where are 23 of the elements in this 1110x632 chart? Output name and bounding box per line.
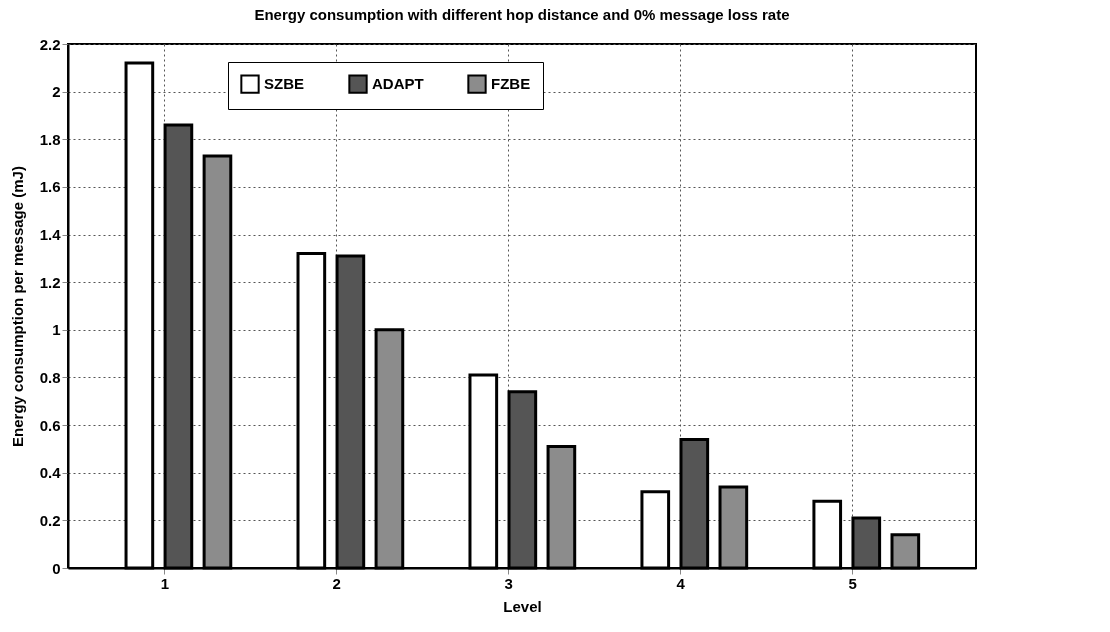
y-tick-label: 0.6 — [39, 416, 61, 434]
y-tick-label: 2.2 — [39, 35, 61, 53]
legend-label: ADAPT — [372, 75, 424, 93]
y-tick-label: 0.2 — [39, 511, 61, 529]
y-axis-title: Energy consumption per message (mJ) — [8, 166, 26, 447]
y-tick-label: 0.4 — [39, 464, 62, 482]
y-tick-label: 0 — [52, 559, 61, 577]
x-tick-label: 5 — [848, 574, 857, 592]
y-tick-label: 1.6 — [39, 178, 61, 196]
x-tick-label: 1 — [160, 574, 169, 592]
y-tick-label: 1.4 — [39, 226, 62, 244]
x-tick-label: 3 — [504, 574, 513, 592]
y-tick-label: 2 — [52, 83, 61, 101]
x-tick-label: 4 — [676, 574, 686, 592]
y-tick-label: 0.8 — [39, 368, 61, 386]
y-tick-label: 1.2 — [39, 273, 61, 291]
y-tick-label: 1 — [52, 321, 61, 339]
legend-label: SZBE — [264, 75, 305, 93]
legend-label: FZBE — [491, 75, 531, 93]
x-tick-label: 2 — [332, 574, 341, 592]
y-tick-label: 1.8 — [39, 130, 61, 148]
chart-title: Energy consumption with different hop distance and 0% message loss rate — [254, 6, 790, 23]
x-axis-title: Level — [503, 597, 542, 615]
